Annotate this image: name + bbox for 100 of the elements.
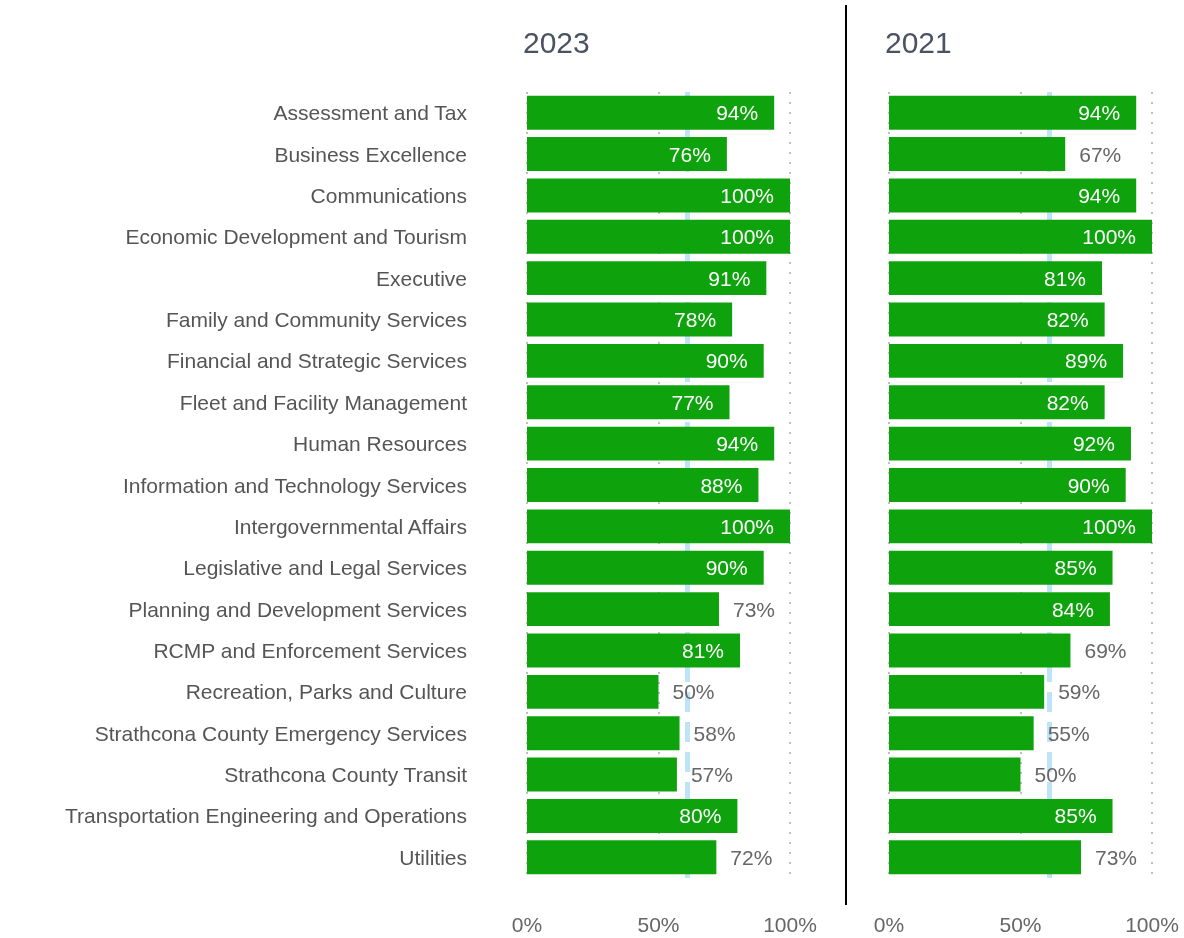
bar — [889, 509, 1152, 544]
bar — [889, 261, 1103, 296]
data-label: 94% — [1078, 101, 1121, 125]
data-label: 59% — [1058, 680, 1101, 704]
bar — [889, 716, 1034, 751]
y-tick-label: Information and Technology Services — [123, 473, 467, 497]
data-label: 81% — [1044, 266, 1087, 290]
data-label: 81% — [682, 638, 725, 662]
data-label: 90% — [705, 349, 748, 373]
y-tick-label: Strathcona County Transit — [224, 763, 468, 787]
bar — [889, 178, 1137, 213]
y-tick-label: Legislative and Legal Services — [183, 556, 467, 580]
bar — [527, 633, 741, 668]
data-label: 78% — [674, 308, 717, 332]
data-label: 76% — [668, 142, 711, 166]
bar — [889, 798, 1113, 833]
x-tick-label: 0% — [511, 913, 543, 936]
y-tick-label: Business Excellence — [274, 142, 467, 166]
y-tick-label: Executive — [375, 266, 467, 290]
y-tick-label: Family and Community Services — [165, 308, 467, 332]
bar — [889, 385, 1105, 420]
bar — [527, 137, 727, 172]
data-label: 100% — [1082, 225, 1136, 249]
data-label: 92% — [1072, 432, 1115, 456]
bar — [889, 468, 1126, 502]
bar — [527, 343, 764, 378]
bar — [527, 468, 759, 502]
y-tick-label: Communications — [310, 183, 467, 207]
bar — [889, 426, 1131, 461]
data-label: 84% — [1051, 597, 1094, 621]
bar — [889, 219, 1152, 254]
data-label: 91% — [708, 266, 751, 290]
data-label: 100% — [1082, 514, 1136, 538]
bar — [889, 343, 1124, 378]
data-label: 82% — [1046, 390, 1089, 414]
bar — [527, 757, 677, 792]
data-label: 80% — [679, 804, 722, 828]
bar — [527, 95, 775, 130]
data-label: 88% — [700, 473, 743, 497]
data-label: 57% — [690, 763, 733, 787]
data-label: 69% — [1084, 638, 1127, 662]
y-tick-label: RCMP and Enforcement Services — [153, 638, 467, 662]
data-label: 90% — [705, 556, 748, 580]
data-label: 67% — [1079, 142, 1122, 166]
data-label: 77% — [671, 390, 714, 414]
data-label: 72% — [730, 845, 773, 869]
data-label: 85% — [1054, 556, 1097, 580]
bar — [889, 302, 1105, 337]
x-tick-label: 50% — [999, 913, 1042, 936]
data-label: 73% — [732, 597, 776, 621]
bar — [889, 633, 1071, 668]
bar — [889, 95, 1137, 130]
x-tick-label: 0% — [873, 913, 905, 936]
data-label: 100% — [720, 183, 774, 207]
bar — [889, 550, 1113, 585]
bar — [527, 592, 719, 627]
bar — [527, 261, 767, 296]
x-tick-label: 100% — [763, 913, 817, 936]
bar — [527, 178, 790, 213]
bar — [527, 385, 730, 420]
bar — [527, 550, 764, 585]
data-label: 94% — [716, 101, 759, 125]
bar — [527, 426, 775, 461]
x-tick-label: 50% — [637, 913, 680, 936]
bar — [527, 674, 659, 709]
data-label: 100% — [720, 225, 774, 249]
data-label: 89% — [1065, 349, 1108, 373]
bar — [889, 757, 1021, 792]
bar — [889, 840, 1081, 875]
data-label: 94% — [716, 432, 759, 456]
data-label: 100% — [720, 514, 774, 538]
data-label: 85% — [1054, 804, 1097, 828]
y-tick-label: Economic Development and Tourism — [125, 225, 467, 249]
data-label: 94% — [1078, 183, 1121, 207]
bar — [527, 509, 790, 544]
data-label: 50% — [1034, 763, 1077, 787]
x-tick-label: 100% — [1125, 913, 1179, 936]
bar — [527, 219, 790, 254]
y-tick-label: Strathcona County Emergency Services — [94, 721, 467, 745]
bar — [527, 840, 717, 875]
data-label: 82% — [1046, 308, 1089, 332]
y-tick-label: Financial and Strategic Services — [167, 349, 467, 373]
data-label: 73% — [1094, 845, 1138, 869]
data-label: 50% — [672, 680, 715, 704]
bar — [527, 302, 733, 337]
bar — [527, 798, 738, 833]
y-tick-label: Transportation Engineering and Operations — [65, 804, 467, 828]
y-tick-label: Planning and Development Services — [128, 597, 467, 621]
bar — [527, 716, 680, 751]
bar — [889, 137, 1066, 172]
chart-title: 2023 — [523, 25, 590, 59]
bar — [889, 592, 1110, 627]
y-tick-label: Utilities — [399, 845, 467, 869]
y-tick-label: Intergovernmental Affairs — [233, 514, 467, 538]
y-tick-label: Recreation, Parks and Culture — [185, 680, 467, 704]
y-tick-label: Human Resources — [293, 432, 467, 456]
data-label: 55% — [1047, 721, 1090, 745]
bar — [889, 674, 1045, 709]
data-label: 58% — [693, 721, 736, 745]
y-tick-label: Assessment and Tax — [273, 101, 468, 125]
